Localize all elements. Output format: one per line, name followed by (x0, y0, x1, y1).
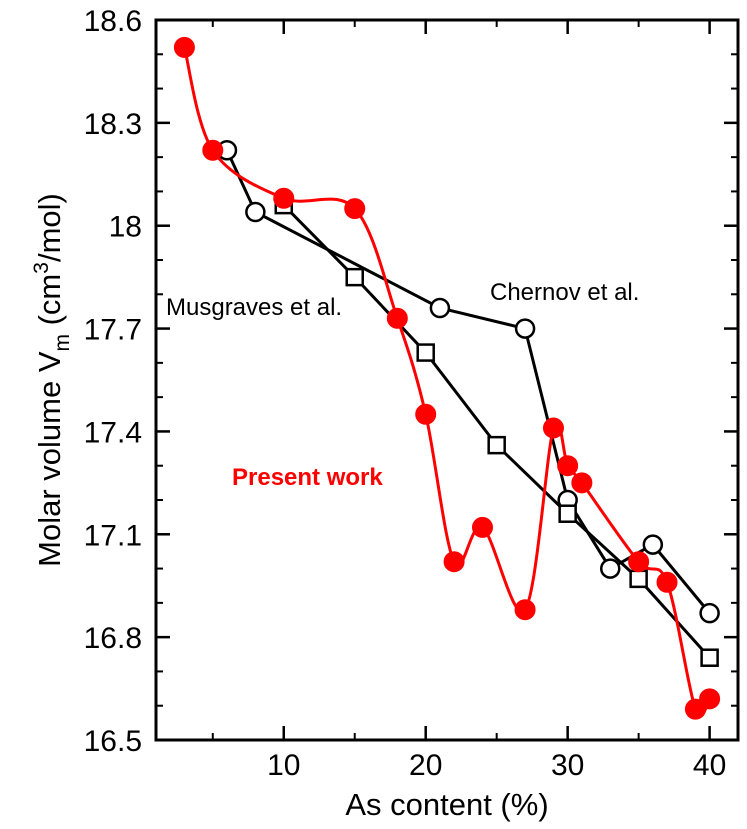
data-point-present-work (699, 688, 721, 710)
y-tick-label: 16.8 (84, 622, 142, 655)
series-lines (182, 47, 711, 718)
data-point-present-work (344, 198, 366, 220)
y-tick-label: 18 (109, 211, 142, 244)
data-point-present-work (684, 698, 706, 720)
annotation-chernov: Chernov et al. (490, 279, 639, 306)
y-tick-label: 17.4 (84, 416, 142, 449)
data-point-present-work (514, 599, 536, 621)
annotation-musgraves: Musgraves et al. (166, 294, 342, 321)
data-point-musgraves-et-al (700, 648, 719, 667)
data-point-chernov-et-al (245, 201, 266, 223)
y-tick-label: 17.7 (84, 314, 142, 347)
data-point-chernov-et-al (699, 602, 720, 624)
data-point-present-work (557, 455, 579, 477)
y-tick-label: 18.3 (84, 108, 142, 141)
x-axis-title: As content (%) (345, 787, 548, 822)
y-axis-title-main: Molar volume V (32, 351, 67, 567)
x-tick-label: 40 (693, 749, 726, 782)
data-point-musgraves-et-al (487, 435, 506, 455)
data-point-chernov-et-al (514, 318, 536, 339)
x-axis-ticks: 10 20 30 40 (211, 20, 726, 782)
data-point-present-work (571, 472, 593, 494)
series-markers (173, 36, 721, 720)
x-tick-label: 10 (267, 749, 300, 782)
y-tick-label: 17.1 (84, 519, 142, 552)
data-point-present-work (628, 551, 650, 573)
plot-frame (154, 18, 740, 742)
data-point-musgraves-et-al (345, 267, 364, 287)
data-point-chernov-et-al (429, 297, 451, 319)
data-point-present-work (386, 307, 408, 329)
y-tick-label: 18.6 (84, 5, 142, 38)
x-tick-label: 30 (551, 749, 584, 782)
data-point-present-work (415, 403, 437, 425)
data-point-present-work (443, 551, 465, 573)
data-point-present-work (656, 571, 678, 593)
series-line-present-work (182, 47, 711, 718)
data-point-chernov-et-al (599, 558, 621, 579)
y-axis-title-unit-end: /mol) (32, 193, 67, 262)
data-point-present-work (273, 187, 295, 209)
data-point-musgraves-et-al (416, 343, 435, 362)
y-tick-label: 16.5 (84, 725, 142, 758)
y-axis-ticks: 16.5 16.8 17.1 17.4 17.7 18 18.3 18.6 (84, 5, 738, 758)
data-point-musgraves-et-al (558, 504, 577, 523)
y-axis-title-superscript: 3 (30, 262, 53, 274)
data-point-present-work (471, 516, 493, 538)
x-tick-label: 20 (409, 749, 442, 782)
y-axis-title: Molar volume Vm (cm3/mol) (30, 193, 74, 567)
data-point-musgraves-et-al (629, 569, 648, 589)
data-point-present-work (173, 36, 195, 58)
data-point-present-work (202, 139, 224, 161)
annotation-present-work: Present work (232, 464, 383, 491)
data-point-present-work (542, 417, 564, 439)
y-axis-title-subscript: m (51, 334, 74, 352)
plot-area-border (154, 18, 740, 742)
data-point-chernov-et-al (642, 534, 664, 555)
y-axis-title-unit: (cm (32, 274, 67, 334)
